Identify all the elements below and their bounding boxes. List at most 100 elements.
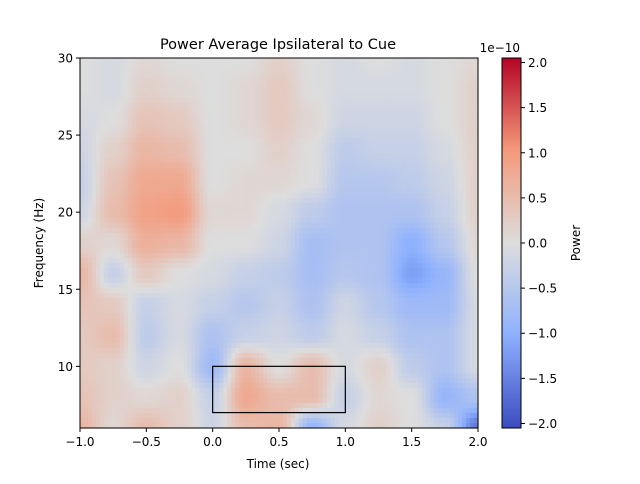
heatmap-cell	[135, 213, 141, 219]
heatmap-cell	[80, 93, 85, 99]
heatmap-cell	[80, 163, 85, 169]
heatmap-cell	[107, 263, 113, 269]
heatmap-cell	[87, 93, 93, 99]
heatmap-cell	[119, 253, 125, 259]
heatmap-cell	[147, 163, 153, 169]
heatmap-cell	[199, 278, 204, 284]
heatmap-cell	[279, 283, 284, 289]
heatmap-cell	[350, 223, 356, 229]
heatmap-cell	[203, 268, 208, 274]
heatmap-cell	[338, 233, 344, 239]
heatmap-cell	[406, 223, 411, 229]
heatmap-cell	[83, 78, 89, 84]
heatmap-cell	[135, 118, 141, 124]
heatmap-cell	[322, 288, 328, 294]
heatmap-cell	[330, 143, 336, 149]
heatmap-cell	[235, 298, 240, 304]
heatmap-cell	[358, 253, 364, 259]
heatmap-cell	[474, 293, 479, 299]
heatmap-cell	[334, 153, 340, 159]
heatmap-cell	[322, 228, 328, 234]
heatmap-cell	[318, 83, 324, 89]
heatmap-cell	[119, 158, 125, 164]
heatmap-cell	[159, 93, 165, 99]
heatmap-cell	[350, 268, 356, 274]
heatmap-cell	[155, 248, 161, 254]
heatmap-cell	[430, 268, 435, 274]
heatmap-cell	[167, 298, 173, 304]
heatmap-cell	[159, 118, 165, 124]
heatmap-cell	[263, 283, 268, 289]
heatmap-cell	[83, 73, 89, 79]
heatmap-cell	[418, 253, 423, 259]
heatmap-cell	[410, 148, 415, 154]
heatmap-cell	[87, 158, 93, 164]
heatmap-cell	[378, 208, 384, 214]
heatmap-cell	[279, 198, 284, 204]
heatmap-cell	[107, 88, 113, 94]
heatmap-cell	[267, 163, 272, 169]
heatmap-cell	[458, 278, 463, 284]
heatmap-cell	[294, 198, 300, 204]
heatmap-cell	[127, 78, 133, 84]
heatmap-cell	[195, 233, 200, 239]
heatmap-cell	[306, 78, 312, 84]
heatmap-cell	[438, 288, 443, 294]
heatmap-cell	[119, 78, 125, 84]
heatmap-cell	[87, 208, 93, 214]
heatmap-cell	[263, 253, 268, 259]
heatmap-cell	[382, 103, 388, 109]
heatmap-cell	[115, 58, 121, 64]
heatmap-cell	[215, 73, 220, 79]
heatmap-cell	[466, 163, 471, 169]
heatmap-cell	[167, 188, 173, 194]
heatmap-cell	[294, 273, 300, 279]
heatmap-cell	[111, 238, 117, 244]
heatmap-cell	[350, 68, 356, 74]
heatmap-cell	[342, 128, 348, 134]
heatmap-cell	[474, 128, 479, 134]
heatmap-cell	[370, 173, 376, 179]
heatmap-cell	[466, 128, 471, 134]
heatmap-cell	[235, 243, 240, 249]
heatmap-cell	[294, 133, 300, 139]
heatmap-cell	[103, 123, 109, 129]
heatmap-cell	[151, 303, 157, 309]
heatmap-cell	[430, 193, 435, 199]
heatmap-cell	[350, 183, 356, 189]
heatmap-cell	[374, 223, 380, 229]
heatmap-cell	[179, 303, 185, 309]
heatmap-cell	[286, 198, 292, 204]
heatmap-cell	[410, 253, 415, 259]
heatmap-cell	[414, 293, 419, 299]
heatmap-cell	[338, 198, 344, 204]
heatmap-cell	[350, 173, 356, 179]
heatmap-cell	[438, 223, 443, 229]
heatmap-cell	[306, 143, 312, 149]
heatmap-cell	[83, 278, 89, 284]
heatmap-cell	[111, 78, 117, 84]
heatmap-cell	[103, 63, 109, 69]
heatmap-cell	[179, 68, 185, 74]
heatmap-cell	[179, 263, 185, 269]
heatmap-cell	[95, 278, 101, 284]
heatmap-cell	[123, 298, 129, 304]
heatmap-cell	[450, 68, 455, 74]
heatmap-cell	[286, 78, 292, 84]
heatmap-cell	[235, 103, 240, 109]
heatmap-cell	[95, 238, 101, 244]
heatmap-cell	[434, 218, 439, 224]
heatmap-cell	[346, 78, 352, 84]
heatmap-cell	[199, 153, 204, 159]
heatmap-cell	[219, 128, 224, 134]
heatmap-cell	[279, 213, 284, 219]
heatmap-cell	[103, 153, 109, 159]
heatmap-cell	[151, 133, 157, 139]
heatmap-cell	[147, 248, 153, 254]
heatmap-cell	[466, 268, 471, 274]
heatmap-cell	[119, 283, 125, 289]
heatmap-cell	[474, 83, 479, 89]
heatmap-cell	[215, 228, 220, 234]
heatmap-cell	[410, 63, 415, 69]
heatmap-cell	[314, 63, 320, 69]
